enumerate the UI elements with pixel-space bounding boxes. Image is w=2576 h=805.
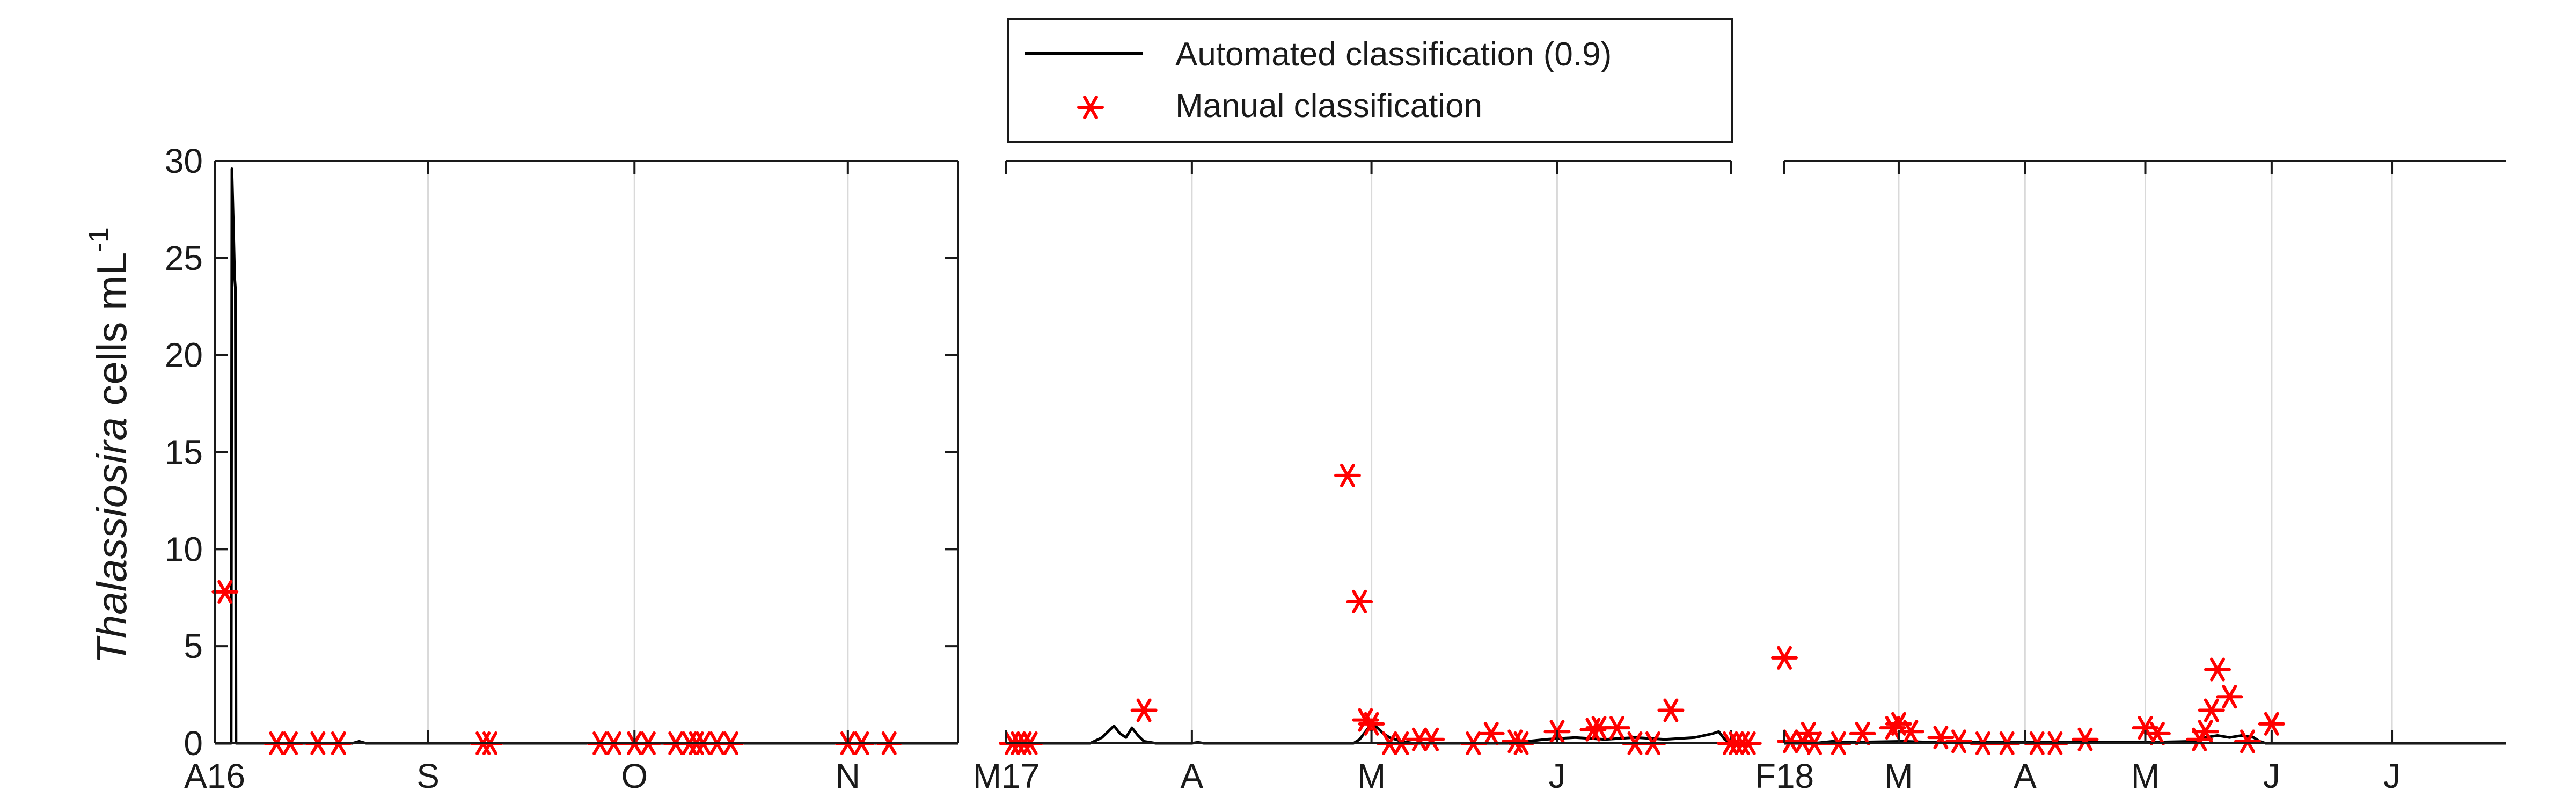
x-tick-label: M: [1884, 757, 1913, 795]
manual-data-point-stroke: [1903, 720, 1919, 744]
manual-data-point: [2234, 729, 2262, 753]
manual-data-point-stroke: [2077, 727, 2093, 751]
legend-asterisk-mark-stroke: [1083, 95, 1098, 120]
manual-data-point-stroke: [1663, 698, 1679, 722]
x-tick-label: J: [1548, 757, 1565, 795]
legend-manual-label: Manual classification: [1175, 87, 1482, 125]
x-tick-label: O: [621, 757, 648, 795]
manual-data-point: [2204, 657, 2231, 682]
manual-data-point: [1604, 716, 1631, 740]
manual-data-point: [1945, 729, 1973, 753]
legend-automated-label: Automated classification (0.9): [1175, 36, 1612, 73]
manual-data-point: [1735, 731, 1762, 756]
y-tick-label: 25: [165, 239, 203, 277]
manual-data-point: [2258, 712, 2285, 736]
y-axis-label: Thalassiosira cells mL-1: [83, 227, 135, 664]
manual-data-point-stroke: [1777, 646, 1792, 670]
manual-data-point-stroke: [1891, 712, 1906, 736]
manual-data-point: [1358, 712, 1385, 736]
y-tick-label: 20: [165, 336, 203, 375]
manual-data-point-stroke: [2240, 729, 2256, 753]
legend-manual-swatch: [1077, 95, 1104, 120]
y-axis-label-italic: Thalassiosira: [88, 417, 135, 664]
manual-data-point-stroke: [2204, 698, 2219, 722]
x-tick-label: F18: [1755, 757, 1814, 795]
manual-data-point-stroke: [1352, 589, 1367, 614]
y-tick-label: 10: [165, 530, 203, 568]
x-tick-label: M: [2131, 757, 2160, 795]
panel-3: F18 M A M J J: [1717, 160, 2506, 795]
x-tick-label: M: [1357, 757, 1386, 795]
manual-data-point: [1897, 720, 1924, 744]
manual-data-point: [211, 580, 239, 604]
automated-series-line: [215, 167, 958, 745]
manual-data-point-stroke: [2210, 657, 2225, 682]
manual-data-point: [1771, 646, 1798, 670]
manual-data-point-stroke: [2222, 685, 2237, 709]
manual-data-point: [2198, 698, 2225, 722]
manual-data-point: [2143, 721, 2171, 745]
manual-data-point-stroke: [1424, 727, 1439, 751]
legend-asterisk-mark: [1077, 95, 1104, 120]
manual-data-point: [2072, 727, 2099, 751]
manual-data-point-stroke: [1340, 463, 1355, 487]
manual-data-point-stroke: [1358, 708, 1373, 732]
x-tick-label: A16: [184, 757, 245, 795]
manual-data-point-stroke: [1591, 716, 1607, 740]
y-tick-label: 15: [165, 433, 203, 472]
x-tick-label: J: [2263, 757, 2280, 795]
manual-data-point: [2192, 720, 2219, 744]
manual-data-point-stroke: [1507, 729, 1523, 753]
y-axis: 0 5 10 15 20 25 30: [165, 142, 958, 763]
y-tick-label: 30: [165, 142, 203, 180]
legend: Automated classification (0.9) Manual cl…: [1007, 18, 1733, 143]
manual-data-point-stroke: [2264, 712, 2279, 736]
x-tick-label: A: [1181, 757, 1204, 795]
manual-data-point-stroke: [1483, 721, 1499, 745]
manual-data-point-stroke: [2149, 721, 2165, 745]
manual-data-point: [1418, 727, 1445, 751]
y-tick-label: 0: [184, 724, 203, 763]
legend-box: [1007, 18, 1733, 143]
x-tick-label: A: [2014, 757, 2037, 795]
x-tick-label: S: [416, 757, 440, 795]
manual-data-point: [1334, 463, 1361, 487]
manual-data-point: [1477, 721, 1505, 745]
manual-data-point: [1346, 589, 1373, 614]
manual-data-point: [1657, 698, 1685, 722]
manual-data-point: [2216, 685, 2243, 709]
manual-data-point-stroke: [2198, 720, 2213, 744]
manual-data-point: [1927, 726, 1955, 750]
manual-data-point-stroke: [217, 580, 233, 604]
manual-data-point: [1849, 721, 1876, 745]
manual-data-point-stroke: [1364, 712, 1379, 736]
manual-data-point-stroke: [1136, 698, 1152, 722]
chart-panels: A16 S O N M17 A M J F18 M A M J J: [184, 160, 2506, 795]
panel-1: A16 S O N: [184, 160, 959, 795]
y-axis-label-text: cells mL: [88, 252, 135, 418]
manual-data-point-stroke: [1740, 731, 1756, 756]
manual-data-point-stroke: [2138, 716, 2153, 740]
manual-data-point: [1130, 698, 1158, 722]
x-tick-label: M17: [973, 757, 1040, 795]
manual-data-point-stroke: [1855, 721, 1870, 745]
y-tick-label: 5: [184, 627, 203, 665]
manual-data-point-stroke: [1951, 729, 1967, 753]
y-axis-label-sup: -1: [83, 227, 114, 252]
panel-2: M17 A M J: [973, 160, 1732, 795]
manual-data-point-stroke: [1609, 716, 1625, 740]
x-tick-label: N: [836, 757, 860, 795]
x-tick-label: J: [2383, 757, 2401, 795]
